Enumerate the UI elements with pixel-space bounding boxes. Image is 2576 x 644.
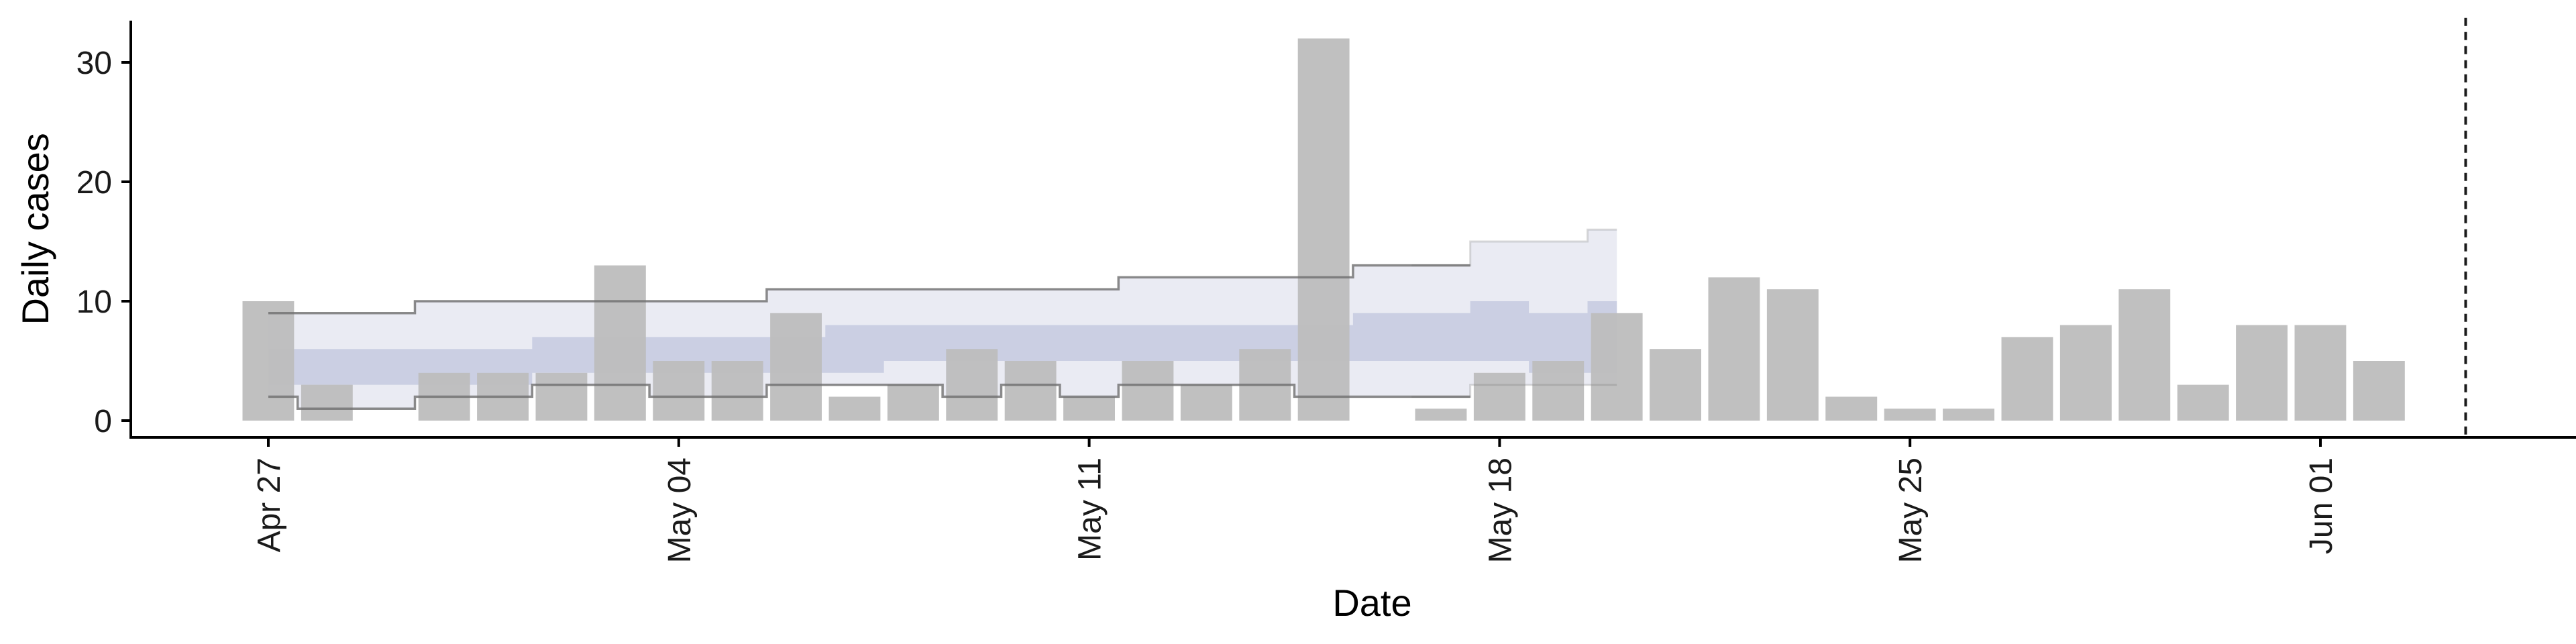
x-tick-label: Apr 27: [252, 458, 287, 552]
bar-2020-05-30: [2177, 384, 2229, 421]
bar-2020-05-07: [828, 396, 881, 421]
bar-2020-05-23: [1766, 289, 1819, 421]
bar-2020-05-19: [1532, 361, 1585, 421]
x-tick-label: Jun 01: [2304, 458, 2339, 554]
bar-2020-05-02: [535, 372, 588, 421]
bar-2020-05-12: [1122, 361, 1174, 421]
bar-2020-05-25: [1884, 409, 1936, 421]
bar-2020-05-11: [1063, 396, 1115, 421]
bar-2020-05-22: [1708, 277, 1760, 421]
bar-2020-05-03: [594, 265, 646, 421]
bar-2020-05-31: [2236, 325, 2288, 421]
y-axis-title: Daily cases: [14, 133, 56, 325]
outer-upper-line: [268, 264, 1470, 315]
bar-2020-05-28: [2059, 325, 2112, 421]
y-tick-label: 0: [94, 404, 112, 439]
bar-2020-05-10: [1004, 361, 1057, 421]
bar-2020-06-02: [2353, 361, 2405, 421]
x-tick-label: May 04: [662, 458, 698, 563]
estimate-bound-lines: [268, 228, 1617, 410]
y-tick-label: 20: [76, 165, 112, 201]
x-tick-label: May 25: [1893, 458, 1929, 563]
bar-2020-05-29: [2118, 289, 2171, 421]
bar-2020-05-20: [1591, 313, 1643, 421]
bar-2020-04-28: [301, 384, 353, 421]
outer-lower-line-forecast: [1411, 384, 1617, 398]
bar-2020-05-06: [770, 313, 822, 421]
case-bars: [242, 38, 2405, 421]
bar-2020-05-27: [2001, 337, 2053, 421]
x-axis-ticks: Apr 27 May 04 May 11 May 18 May 25 Jun 01: [252, 437, 2339, 563]
bar-2020-05-18: [1473, 372, 1525, 421]
outer-upper-line-forecast: [1411, 228, 1617, 267]
x-axis-title: Date: [1332, 582, 1411, 624]
bar-2020-04-27: [242, 301, 294, 421]
bar-2020-06-01: [2294, 325, 2347, 421]
bar-2020-05-09: [946, 349, 998, 421]
y-axis-ticks: 0 10 20 30: [76, 46, 131, 439]
bar-2020-05-08: [887, 384, 939, 421]
bar-2020-05-26: [1943, 409, 1994, 421]
bar-2020-05-21: [1650, 349, 1701, 421]
axes: [129, 20, 2576, 439]
bar-2020-05-24: [1825, 396, 1878, 421]
outer-lower-line: [268, 383, 1470, 410]
bar-2020-05-04: [653, 361, 705, 421]
y-tick-label: 30: [76, 46, 112, 81]
x-tick-label: May 11: [1073, 458, 1108, 561]
bar-2020-05-13: [1180, 384, 1232, 421]
bar-2020-05-05: [711, 361, 763, 421]
bar-2020-05-17: [1415, 409, 1467, 421]
y-tick-label: 10: [76, 284, 112, 320]
bar-2020-05-15: [1297, 38, 1350, 421]
x-tick-label: May 18: [1483, 458, 1518, 563]
